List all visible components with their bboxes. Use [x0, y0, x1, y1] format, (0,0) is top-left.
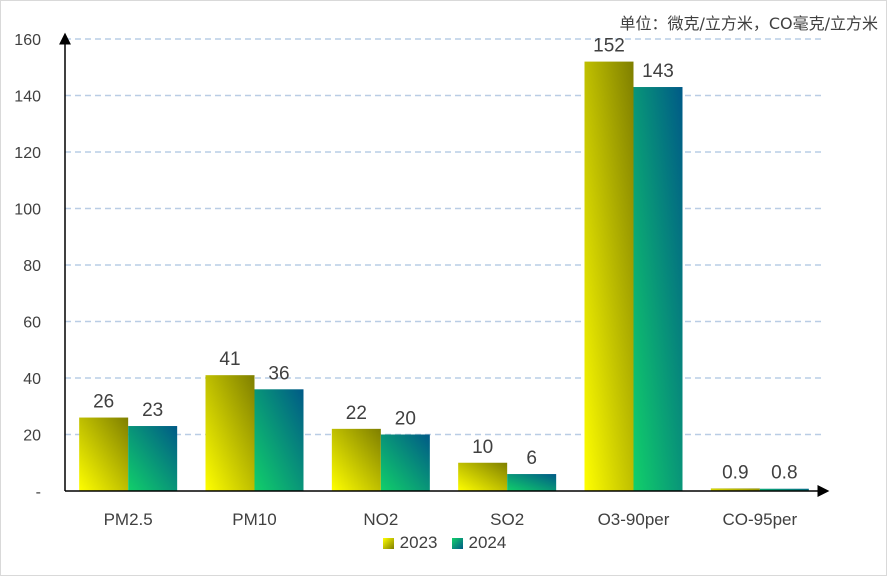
data-label-2023-PM2.5: 26 [93, 392, 114, 413]
x-tick-label-PM10: PM10 [232, 510, 276, 529]
bar-2024-O3-90per [633, 87, 683, 492]
legend: 2023 2024 [1, 533, 887, 553]
legend-item-2024: 2024 [451, 533, 507, 553]
legend-swatch-2024 [451, 537, 463, 549]
y-tick-label-3: 60 [23, 315, 41, 332]
data-label-2024-PM10: 36 [268, 363, 289, 384]
bar-2023-CO-95per [710, 488, 760, 491]
data-label-2024-NO2: 20 [395, 409, 416, 430]
data-label-2023-PM10: 41 [219, 349, 240, 370]
bar-2023-SO2 [458, 462, 508, 491]
bar-2024-SO2 [507, 474, 557, 491]
unit-note: 单位：微克/立方米，CO毫克/立方米 [619, 14, 878, 33]
x-tick-label-O3-90per: O3-90per [598, 510, 670, 529]
data-label-2023-NO2: 22 [346, 403, 367, 424]
data-label-2024-CO-95per: 0.8 [771, 463, 797, 484]
legend-swatch-2023 [382, 537, 394, 549]
data-label-2024-PM2.5: 23 [142, 400, 163, 421]
bar-2023-NO2 [331, 428, 381, 491]
axes: - 20 40 60 80 100 120 140 160 PM2.5 PM10 NO2 SO2 O3-9… [14, 32, 830, 529]
data-labels: 26 23 41 36 22 20 10 6 152 143 0.9 0.8 [93, 36, 797, 484]
y-tick-label-5: 100 [14, 202, 41, 219]
data-label-2024-O3-90per: 143 [642, 61, 674, 82]
bar-2024-CO-95per [759, 488, 809, 491]
y-tick-label-6: 120 [14, 145, 41, 162]
bar-2023-O3-90per [584, 61, 634, 491]
x-tick-label-NO2: NO2 [363, 510, 398, 529]
bar-2023-PM2.5 [79, 417, 129, 491]
x-tick-label-SO2: SO2 [490, 510, 524, 529]
legend-item-2023: 2023 [382, 533, 438, 553]
y-tick-label-8: 160 [14, 32, 41, 49]
data-label-2023-O3-90per: 152 [593, 36, 625, 57]
bar-2023-PM10 [205, 375, 255, 491]
x-tick-label-CO-95per: CO-95per [723, 510, 798, 529]
data-label-2024-SO2: 6 [526, 448, 537, 469]
bar-2024-PM10 [254, 389, 304, 491]
y-tick-label-7: 140 [14, 89, 41, 106]
bar-2024-NO2 [380, 434, 430, 491]
y-tick-label-2: 40 [23, 371, 41, 388]
bar-2024-PM2.5 [128, 426, 178, 491]
data-label-2023-SO2: 10 [472, 437, 493, 458]
gridlines [65, 38, 823, 436]
bars [79, 61, 809, 492]
y-tick-label-1: 20 [23, 428, 41, 445]
x-tick-label-PM2.5: PM2.5 [104, 510, 153, 529]
y-tick-label-0: - [36, 484, 41, 501]
legend-label-2023: 2023 [399, 533, 438, 552]
data-label-2023-CO-95per: 0.9 [722, 462, 748, 483]
y-tick-label-4: 80 [23, 258, 41, 275]
legend-label-2024: 2024 [468, 533, 507, 552]
